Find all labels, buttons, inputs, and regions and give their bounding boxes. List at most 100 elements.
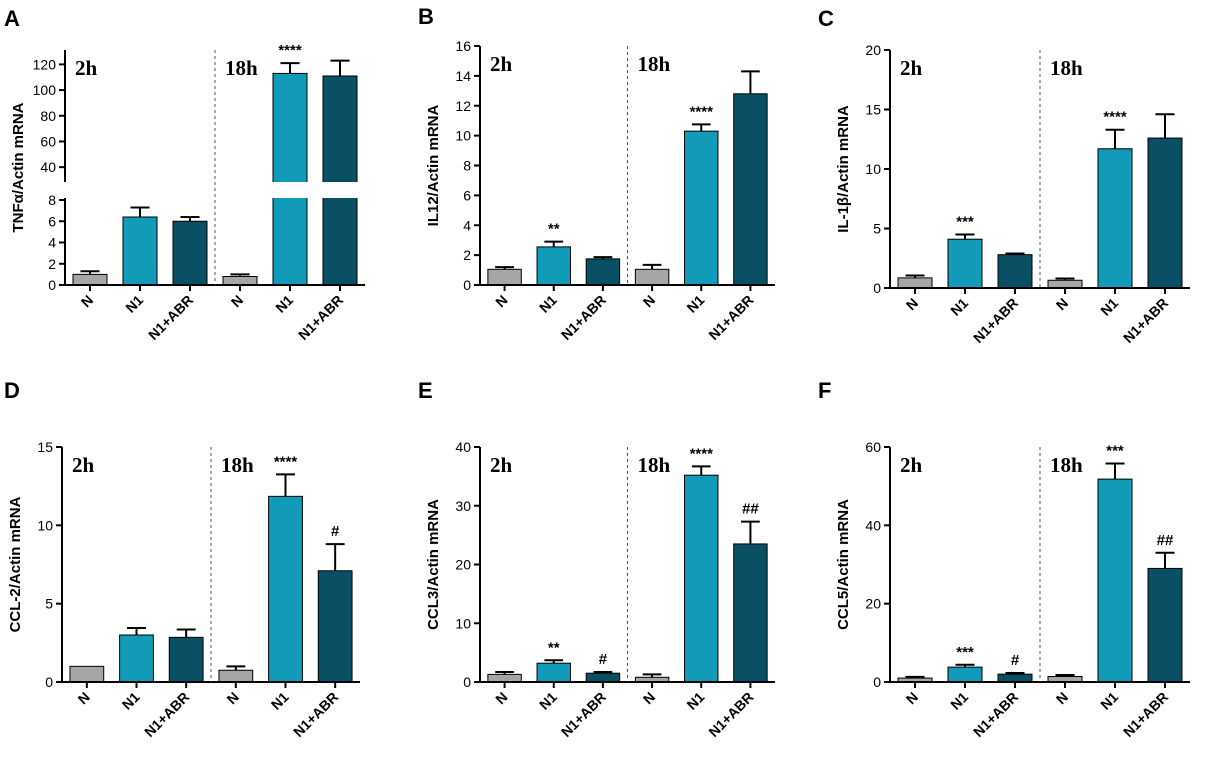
x-tick-label: N1+ABR xyxy=(1120,689,1171,740)
bar-n xyxy=(634,268,670,286)
panel-letter-F: F xyxy=(818,378,831,403)
y-axis-label: TNFα/Actin mRNA xyxy=(10,102,27,232)
bar-n1-abr xyxy=(997,673,1033,683)
y-tick-label: 5 xyxy=(45,596,53,612)
y-tick-label: 16 xyxy=(455,38,471,54)
significance-label: # xyxy=(599,651,608,668)
panel-letter-A: A xyxy=(4,6,20,31)
bar-n xyxy=(487,673,522,683)
significance-label: **** xyxy=(690,445,714,462)
time-label-18h: 18h xyxy=(1050,56,1083,80)
x-tick-label: N1+ABR xyxy=(970,295,1021,346)
panel-letter-D: D xyxy=(4,378,20,403)
x-tick-label: N xyxy=(1053,689,1071,707)
panel-letter-E: E xyxy=(418,378,433,403)
bar-n xyxy=(218,669,254,683)
bar-n xyxy=(897,277,933,289)
y-tick-label: 6 xyxy=(48,213,56,229)
x-tick-label: N xyxy=(903,295,921,313)
significance-label: ** xyxy=(548,639,560,656)
bar-n1-abr xyxy=(997,254,1033,289)
y-tick-label: 0 xyxy=(873,674,881,690)
bar-n1 xyxy=(268,495,303,683)
significance-label: ** xyxy=(548,221,560,238)
x-tick-label: N xyxy=(492,689,510,707)
y-tick-label: 120 xyxy=(33,56,57,72)
x-tick-label: N1 xyxy=(536,292,560,316)
x-tick-label: N1+ABR xyxy=(558,689,609,740)
time-label-2h: 2h xyxy=(490,453,513,477)
y-tick-label: 8 xyxy=(463,158,471,174)
x-tick-label: N1+ABR xyxy=(145,292,196,343)
significance-label: **** xyxy=(278,42,302,59)
bar-n1-abr xyxy=(733,543,768,683)
x-tick-label: N1 xyxy=(683,292,707,316)
y-tick-label: 80 xyxy=(40,108,56,124)
time-label-2h: 2h xyxy=(490,52,513,76)
bar-n1 xyxy=(122,216,158,286)
x-tick-label: N1 xyxy=(947,689,971,713)
bar-n1-abr xyxy=(322,75,358,286)
time-label-18h: 18h xyxy=(638,52,671,76)
x-tick-label: N1 xyxy=(119,689,143,713)
time-label-18h: 18h xyxy=(225,56,258,80)
time-label-2h: 2h xyxy=(72,453,95,477)
bar-n1 xyxy=(272,72,308,286)
y-tick-label: 10 xyxy=(455,615,471,631)
y-tick-label: 20 xyxy=(865,42,881,58)
y-axis-label: CCL3/Actin mRNA xyxy=(425,499,442,630)
y-tick-label: 4 xyxy=(48,235,56,251)
time-label-2h: 2h xyxy=(900,453,923,477)
y-tick-label: 20 xyxy=(455,557,471,573)
significance-label: **** xyxy=(690,103,714,120)
x-tick-label: N1 xyxy=(1097,295,1121,319)
significance-label: # xyxy=(331,523,340,540)
x-tick-label: N1 xyxy=(947,295,971,319)
significance-label: ## xyxy=(1157,532,1174,549)
significance-label: ## xyxy=(742,501,759,518)
bar-n1 xyxy=(536,246,571,286)
y-tick-label: 10 xyxy=(865,161,881,177)
x-tick-label: N1+ABR xyxy=(705,689,756,740)
y-tick-label: 2 xyxy=(48,256,56,272)
x-tick-label: N1 xyxy=(536,689,560,713)
bar-n xyxy=(1047,279,1083,289)
y-tick-label: 4 xyxy=(463,217,471,233)
y-tick-label: 15 xyxy=(865,102,881,118)
bar-n1 xyxy=(119,634,154,683)
bar-n1-abr xyxy=(733,93,768,286)
y-axis-label: IL-1β/Actin mRNA xyxy=(835,105,852,233)
x-tick-label: N1+ABR xyxy=(141,689,192,740)
y-tick-label: 20 xyxy=(865,596,881,612)
bar-n1-abr xyxy=(585,258,621,286)
x-tick-label: N1 xyxy=(272,292,296,316)
x-tick-label: N xyxy=(492,292,510,310)
time-label-2h: 2h xyxy=(900,56,923,80)
y-tick-label: 40 xyxy=(40,159,56,175)
x-tick-label: N xyxy=(74,689,92,707)
bar-n xyxy=(487,268,522,286)
y-axis-label: CCL5/Actin mRNA xyxy=(835,499,852,630)
bar-n1-abr xyxy=(1147,567,1183,683)
significance-label: *** xyxy=(1106,442,1124,459)
x-tick-label: N xyxy=(1053,295,1071,313)
y-tick-label: 0 xyxy=(48,277,56,293)
significance-label: # xyxy=(1011,652,1020,669)
y-tick-label: 12 xyxy=(455,98,471,114)
y-tick-label: 40 xyxy=(865,517,881,533)
y-tick-label: 10 xyxy=(455,128,471,144)
x-tick-label: N1+ABR xyxy=(1120,295,1171,346)
bar-n1-abr xyxy=(317,570,353,683)
y-axis-label: IL12/Actin mRNA xyxy=(425,104,442,226)
bar-n1 xyxy=(684,474,719,683)
x-tick-label: N xyxy=(228,292,246,310)
y-tick-label: 2 xyxy=(463,247,471,263)
y-tick-label: 100 xyxy=(33,82,57,98)
x-tick-label: N1+ABR xyxy=(705,292,756,343)
bar-n1-abr xyxy=(1147,137,1183,289)
y-tick-label: 15 xyxy=(37,439,53,455)
x-tick-label: N1+ABR xyxy=(970,689,1021,740)
panel-letter-B: B xyxy=(418,4,434,29)
